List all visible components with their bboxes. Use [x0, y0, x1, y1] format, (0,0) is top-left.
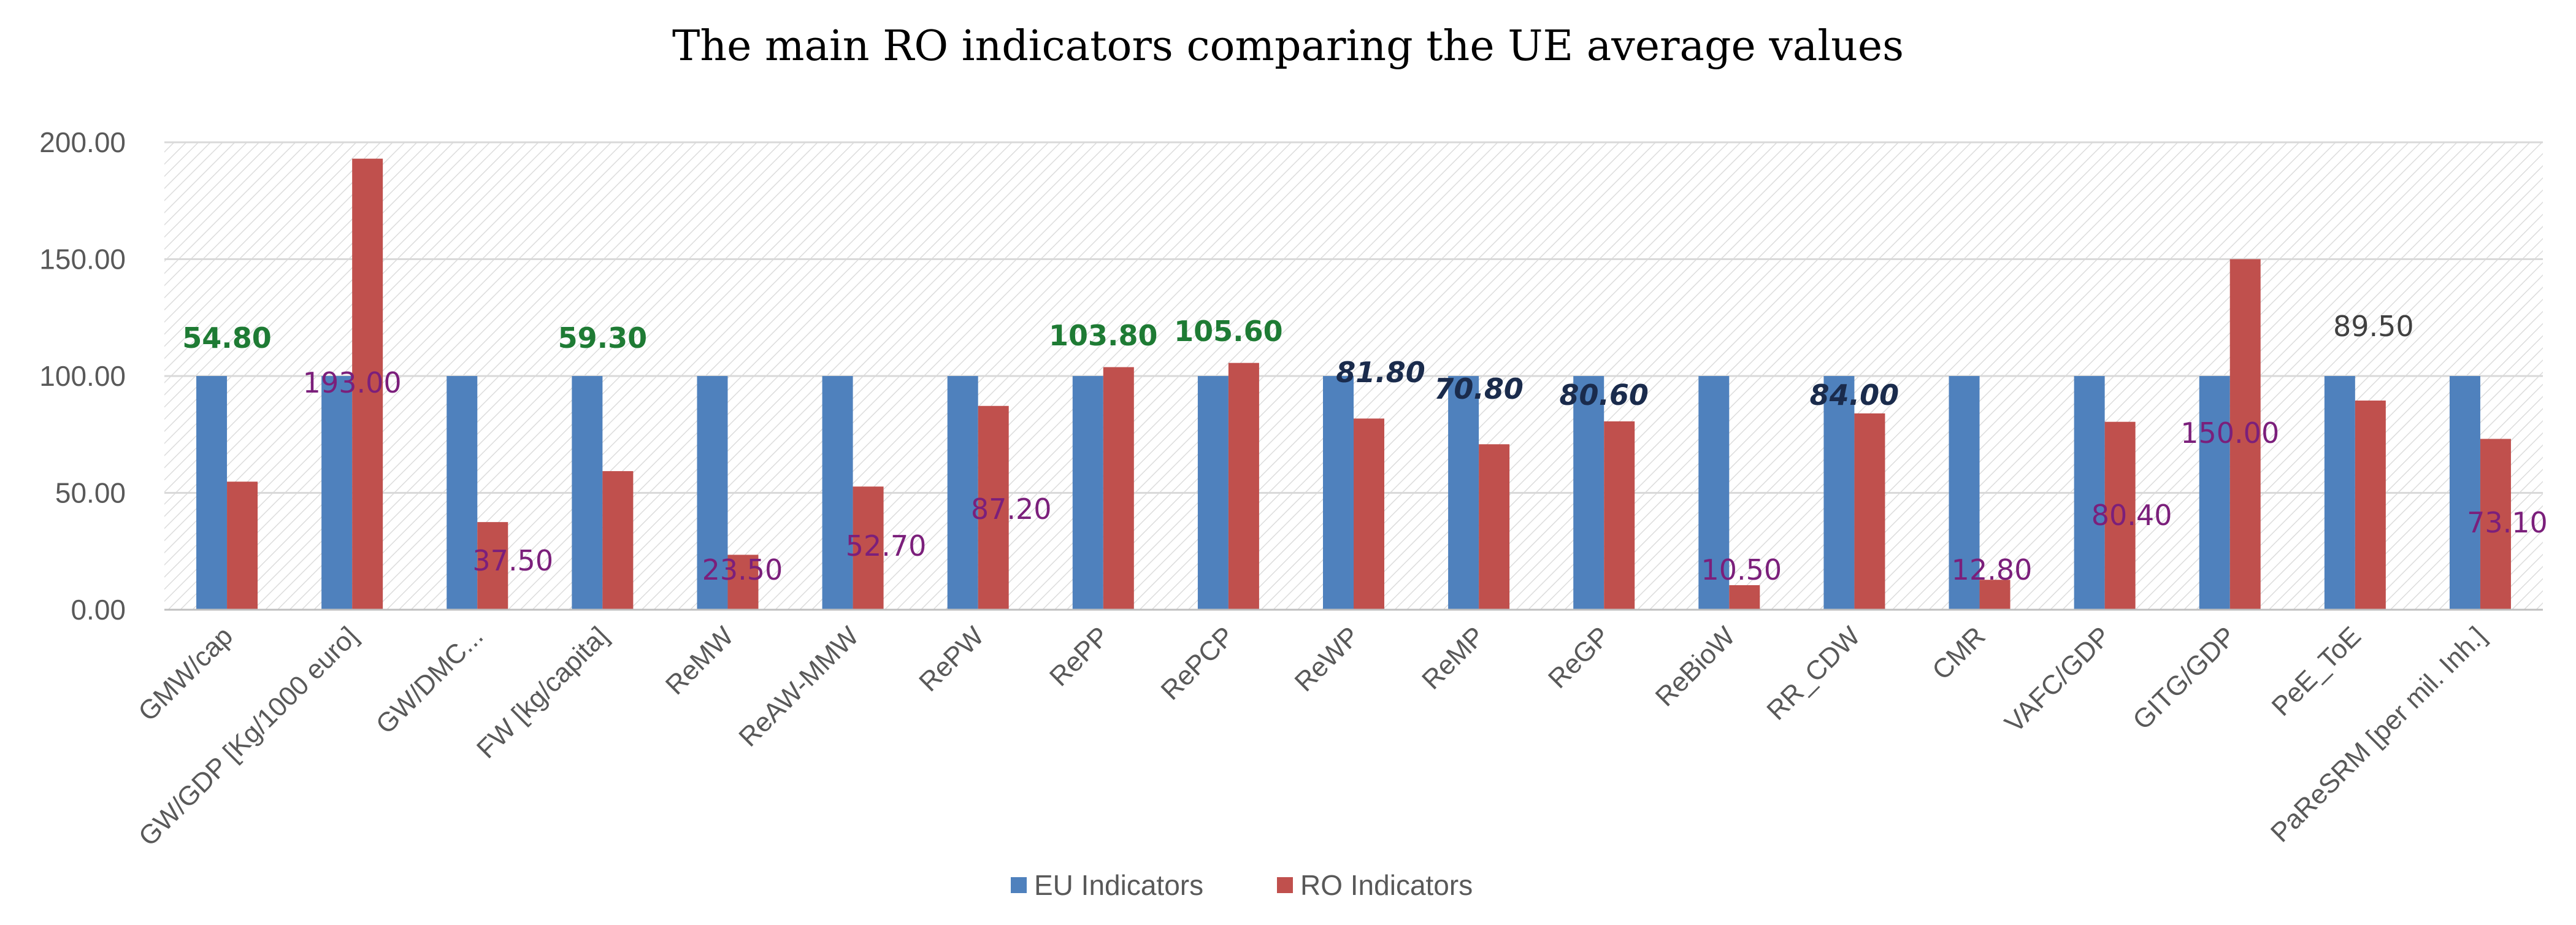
eu-bar — [1197, 376, 1229, 610]
x-category-label: RR_CDW — [1761, 621, 1866, 726]
eu-bar — [447, 376, 478, 610]
eu-bar — [1573, 376, 1604, 610]
legend-swatch-eu — [1011, 877, 1027, 893]
y-tick-label: 200.00 — [39, 126, 126, 158]
ro-bar — [2355, 401, 2386, 610]
ro-bar — [727, 555, 759, 610]
data-label: 37.50 — [472, 544, 553, 577]
ro-bar — [2104, 421, 2136, 610]
ro-series — [227, 158, 2511, 610]
x-category-label: GW/DMC... — [370, 621, 489, 740]
x-category-label: RePCP — [1156, 621, 1240, 705]
y-tick-label: 100.00 — [39, 360, 126, 392]
eu-bar — [196, 376, 228, 610]
ro-bar — [1604, 421, 1635, 610]
data-label: 105.60 — [1174, 315, 1283, 348]
x-category-label: PaReSRM [per mil. Inh.] — [2265, 621, 2492, 848]
ro-bar — [1729, 585, 1760, 610]
eu-bar — [1072, 376, 1103, 610]
x-category-label: GITG/GDP — [2127, 621, 2242, 735]
eu-bar — [2449, 376, 2480, 610]
data-label: 54.80 — [182, 321, 272, 355]
data-label: 80.40 — [2091, 499, 2172, 532]
legend-label-ro: RO Indicators — [1300, 869, 1473, 901]
data-label: 70.80 — [1434, 372, 1524, 405]
eu-bar — [572, 376, 603, 610]
x-category-label: VAFC/GDP — [1999, 621, 2116, 738]
data-label: 87.20 — [971, 493, 1052, 526]
y-tick-label: 0.00 — [71, 594, 126, 626]
ro-bar — [2480, 439, 2511, 610]
y-tick-label: 50.00 — [55, 477, 126, 509]
eu-bar — [1823, 376, 1855, 610]
ro-bar — [853, 486, 884, 610]
x-category-label: ReAW-MMW — [733, 621, 865, 753]
eu-bar — [321, 376, 353, 610]
x-category-label: PeE_ToE — [2266, 621, 2367, 721]
ro-bar — [1854, 413, 1885, 610]
data-label: 103.80 — [1049, 319, 1158, 352]
x-category-label: FW [kg/capita] — [471, 621, 614, 764]
eu-bar — [1698, 376, 1730, 610]
ro-bar — [1103, 367, 1134, 610]
x-category-label: RePW — [913, 621, 990, 697]
ro-bar — [227, 482, 258, 610]
y-axis-ticks: 0.00 50.00 100.00 150.00 200.00 — [39, 126, 126, 626]
eu-bar — [2199, 376, 2230, 610]
data-label: 10.50 — [1701, 553, 1782, 586]
data-label: 84.00 — [1810, 378, 1899, 412]
y-tick-label: 150.00 — [39, 244, 126, 275]
data-label: 52.70 — [846, 529, 927, 562]
eu-bar — [1448, 376, 1479, 610]
x-category-label: RePP — [1044, 621, 1115, 692]
data-label: 59.30 — [558, 321, 648, 355]
legend-label-eu: EU Indicators — [1034, 869, 1203, 901]
legend-swatch-ro — [1277, 877, 1293, 893]
ro-bar — [2229, 259, 2261, 610]
legend: EU Indicators RO Indicators — [1011, 869, 1473, 901]
x-category-label: ReBioW — [1650, 621, 1741, 712]
chart-title: The main RO indicators comparing the UE … — [672, 22, 1904, 71]
data-labels: 54.80 193.00 37.50 59.30 23.50 52.70 87.20 103.… — [182, 310, 2548, 586]
x-category-label: GW/GDP [Kg/1000 euro] — [133, 621, 364, 851]
data-label: 89.50 — [2333, 310, 2414, 343]
eu-bar — [1949, 376, 1980, 610]
eu-series — [196, 376, 2480, 610]
data-label: 81.80 — [1336, 356, 1425, 389]
data-label: 23.50 — [702, 553, 783, 586]
ro-bar — [602, 471, 634, 610]
x-category-label: ReMW — [660, 621, 740, 700]
data-label: 80.60 — [1559, 378, 1649, 412]
ro-bar — [1228, 363, 1259, 610]
eu-bar — [2324, 376, 2355, 610]
data-label: 193.00 — [303, 366, 402, 399]
x-category-label: ReMP — [1416, 621, 1490, 695]
ro-bar — [978, 405, 1009, 610]
eu-bar — [947, 376, 978, 610]
data-label: 150.00 — [2180, 416, 2279, 450]
x-category-label: GMW/cap — [132, 621, 239, 727]
data-label: 73.10 — [2467, 506, 2548, 539]
ro-bar — [1479, 444, 1510, 610]
x-category-label: ReWP — [1289, 621, 1366, 697]
x-category-label: ReGP — [1543, 621, 1616, 694]
eu-bar — [822, 376, 853, 610]
ro-bar — [352, 158, 383, 610]
eu-bar — [1323, 376, 1354, 610]
ro-bar — [477, 522, 508, 610]
eu-bar — [2074, 376, 2105, 610]
eu-bar — [697, 376, 728, 610]
ro-bar — [1979, 580, 2011, 610]
ro-bar — [1354, 418, 1384, 610]
data-label: 12.80 — [1952, 553, 2033, 586]
x-category-label: CMR — [1926, 621, 1991, 686]
